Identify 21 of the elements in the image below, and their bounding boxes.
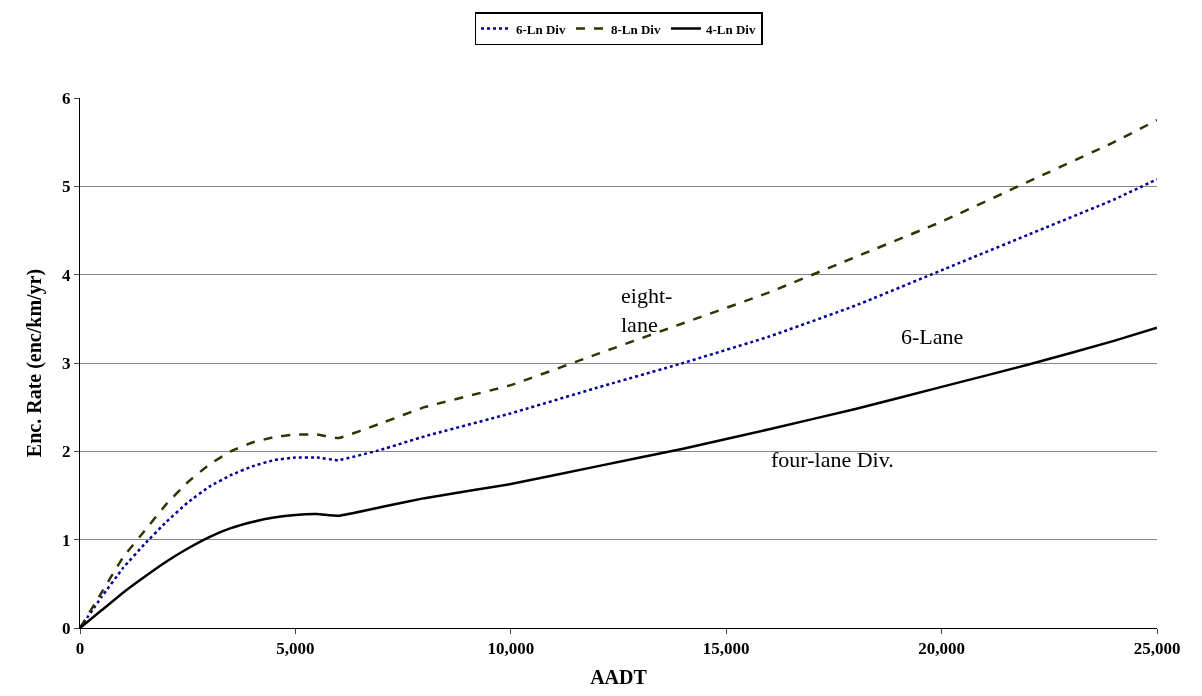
x-tick-label: 15,000 — [702, 639, 750, 659]
x-tick-label: 0 — [75, 639, 85, 659]
x-tick-label: 10,000 — [487, 639, 535, 659]
legend-label: 4-Ln Div — [705, 21, 756, 37]
y-tick-label: 3 — [62, 353, 71, 373]
annotation: four-lane Div. — [771, 447, 894, 472]
y-tick-label: 5 — [62, 177, 71, 197]
y-tick-label: 2 — [62, 442, 71, 462]
x-tick-label: 20,000 — [918, 639, 965, 659]
x-tick-label: 5,000 — [276, 639, 315, 659]
y-tick-label: 6 — [62, 88, 71, 108]
annotation: eight- lane — [621, 283, 673, 337]
annotation: 6-Lane — [901, 324, 964, 349]
y-tick-label: 0 — [62, 618, 71, 638]
x-axis-title: AADT — [590, 665, 648, 688]
legend-label: 8-Ln Div — [610, 21, 661, 37]
legend-label: 6-Ln Div — [516, 21, 566, 37]
x-tick-label: 25,000 — [1133, 639, 1181, 659]
y-axis-title: Enc. Rate (enc/km/yr) — [22, 268, 46, 458]
y-tick-label: 1 — [62, 530, 71, 550]
y-tick-label: 4 — [62, 265, 72, 285]
